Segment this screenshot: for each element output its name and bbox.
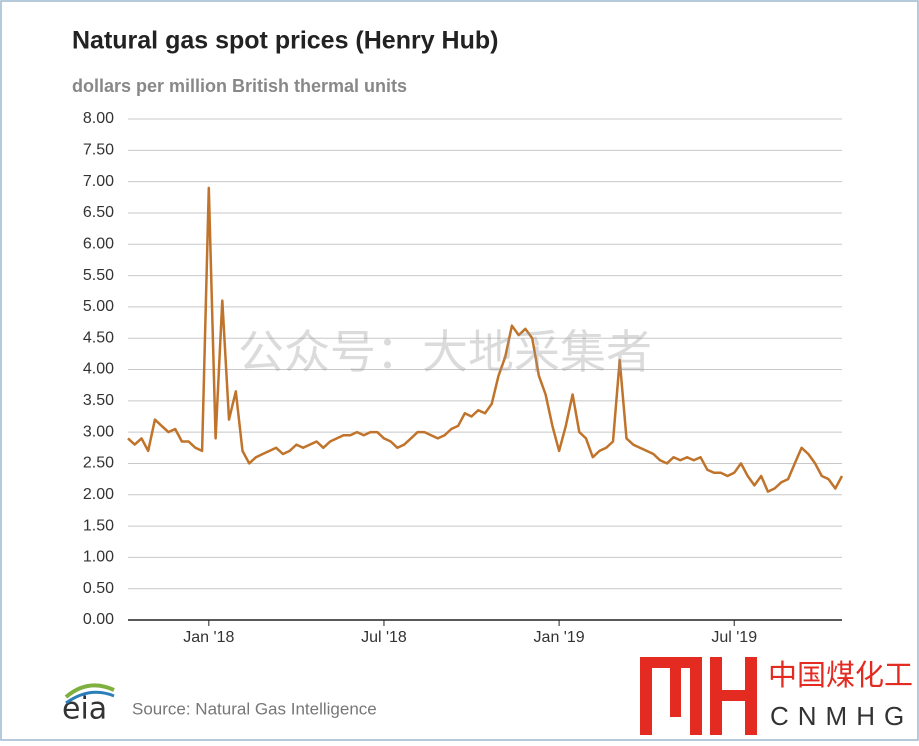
y-tick-label: 7.50: [83, 142, 114, 159]
x-tick-label: Jan '19: [534, 629, 585, 646]
chart-title: Natural gas spot prices (Henry Hub): [72, 27, 498, 55]
y-tick-label: 4.00: [83, 361, 114, 378]
y-tick-label: 0.00: [83, 611, 114, 628]
source: Source: Natural Gas Intelligence: [132, 699, 377, 718]
y-tick-label: 5.00: [83, 298, 114, 315]
y-tick-label: 2.00: [83, 486, 114, 503]
y-tick-label: 6.50: [83, 204, 114, 221]
x-tick-label: Jul '18: [361, 629, 407, 646]
chart-subtitle: dollars per million British thermal unit…: [72, 76, 407, 96]
y-tick-label: 6.00: [83, 235, 114, 252]
y-tick-label: 8.00: [83, 110, 114, 127]
price-line: [127, 186, 844, 493]
plot: 0.00 0.50 1.00 1.50 2.00 2.50 3.00 3.50 4.00 4.50…: [83, 110, 844, 646]
y-tick-label: 5.50: [83, 267, 114, 284]
y-tick-label: 0.50: [83, 580, 114, 597]
eia-logo: eia: [62, 692, 107, 727]
y-tick-label: 1.50: [83, 517, 114, 534]
y-tick-label: 1.00: [83, 549, 114, 566]
y-tick-label: 2.50: [83, 455, 114, 472]
y-tick-label: 7.00: [83, 173, 114, 190]
eia-swoosh: [64, 683, 115, 699]
x-tick-label: Jan '18: [183, 629, 234, 646]
x-tick-label: Jul '19: [711, 629, 757, 646]
y-tick-label: 3.00: [83, 423, 114, 440]
watermark: 公众号：大地采集者: [238, 325, 652, 379]
y-tick-label: 4.50: [83, 329, 114, 346]
y-tick-label: 3.50: [83, 392, 114, 409]
eia-swoosh: [65, 690, 115, 705]
mh-logo: [640, 657, 757, 735]
logo-chinese: 中国煤化工: [768, 658, 913, 692]
logo-latin: CNMHG: [770, 701, 913, 731]
